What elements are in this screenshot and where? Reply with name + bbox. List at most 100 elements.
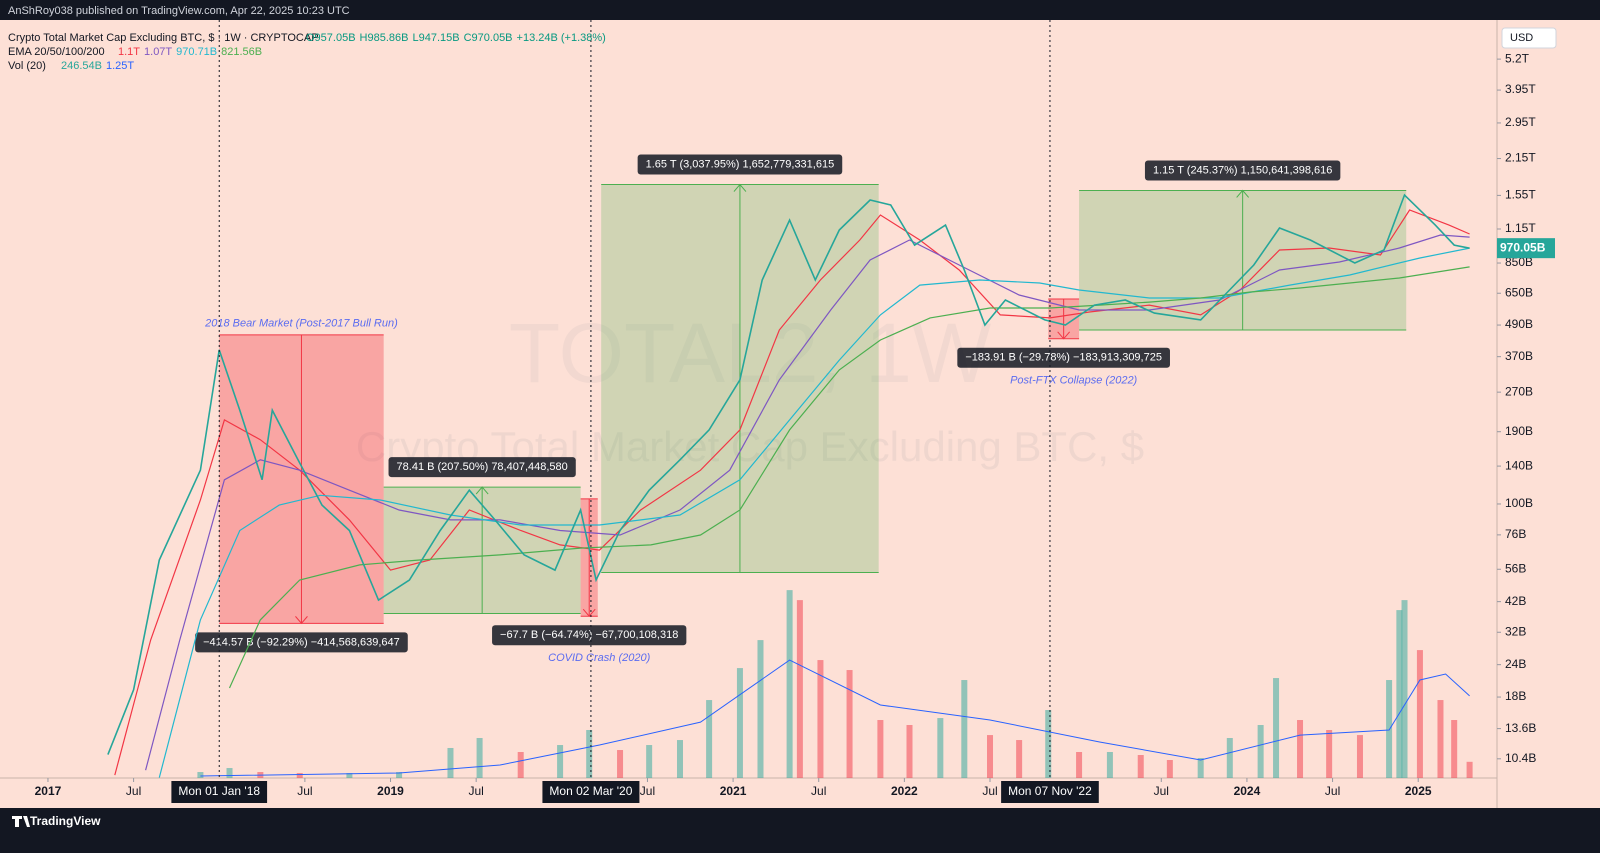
measure-label: 1.15 T (245.37%) 1,150,641,398,616 bbox=[1153, 164, 1332, 176]
volume-bar bbox=[706, 700, 713, 778]
volume-bar bbox=[1166, 760, 1173, 778]
vol-value: 1.25T bbox=[106, 60, 134, 72]
volume-bar bbox=[736, 668, 743, 778]
volume-bar bbox=[447, 747, 454, 778]
marker-label-bg bbox=[542, 781, 640, 803]
ohlc-value: C970.05B bbox=[464, 32, 513, 44]
x-tick-label: Jul bbox=[811, 784, 826, 798]
measure-label-bg bbox=[1144, 160, 1341, 181]
x-tick-label: Jul bbox=[1154, 784, 1169, 798]
x-tick-label: 2019 bbox=[377, 784, 404, 798]
brand: TradingView bbox=[30, 814, 101, 828]
volume-bar bbox=[786, 590, 793, 778]
volume-bar bbox=[517, 751, 524, 778]
measure-label: −183.91 B (−29.78%) −183,913,309,725 bbox=[965, 352, 1162, 364]
currency[interactable]: USD bbox=[1510, 32, 1533, 44]
ohlc-value: H985.86B bbox=[360, 32, 409, 44]
watermark: TOTAL2, 1W bbox=[509, 306, 991, 400]
volume-bar bbox=[296, 773, 303, 778]
ema-legend-title: EMA 20/50/100/200 bbox=[8, 46, 105, 58]
x-tick-label: Jul bbox=[297, 784, 312, 798]
volume-bar bbox=[676, 740, 683, 778]
measure-arrowhead bbox=[475, 486, 489, 495]
volume-bar bbox=[1257, 725, 1264, 778]
volume-bar bbox=[586, 729, 593, 778]
measure-label-bg bbox=[957, 347, 1170, 368]
volume-bar bbox=[1437, 700, 1444, 778]
y-tick-label: 140B bbox=[1505, 458, 1533, 472]
publisher: AnShRoy038 published on TradingView.com,… bbox=[8, 5, 350, 17]
volume-bar bbox=[877, 720, 884, 778]
marker-label: Mon 01 Jan '18 bbox=[178, 784, 260, 798]
volume-bar bbox=[1273, 678, 1280, 778]
measure-label-bg bbox=[388, 457, 576, 478]
x-tick-label: 2021 bbox=[720, 784, 747, 798]
volume-bar bbox=[817, 660, 824, 778]
ohlc-value: L947.15B bbox=[412, 32, 459, 44]
volume-bar bbox=[1297, 720, 1304, 778]
y-tick-label: 190B bbox=[1505, 424, 1533, 438]
ohlc-value: O957.05B bbox=[306, 32, 356, 44]
measure-arrowhead bbox=[582, 608, 596, 617]
marker-label: Mon 02 Mar '20 bbox=[549, 784, 632, 798]
volume-bar bbox=[796, 600, 803, 778]
y-tick-label: 1.55T bbox=[1505, 188, 1536, 202]
last-price-label: 970.05B bbox=[1500, 240, 1546, 254]
volume-bar bbox=[1386, 680, 1393, 778]
ema-value: 1.1T bbox=[118, 46, 140, 58]
x-tick-label: Jul bbox=[640, 784, 655, 798]
y-tick-label: 2.15T bbox=[1505, 151, 1536, 165]
measure-label: −67.7 B (−64.74%) −67,700,108,318 bbox=[500, 629, 678, 641]
price-line bbox=[107, 193, 1470, 755]
volume-bar bbox=[617, 750, 624, 778]
x-tick-label: Jul bbox=[982, 784, 997, 798]
measure-label-bg bbox=[492, 625, 687, 646]
volume-bar bbox=[557, 745, 564, 778]
vol-legend-title: Vol (20) bbox=[8, 60, 46, 72]
measure-note: 2018 Bear Market (Post-2017 Bull Run) bbox=[204, 318, 398, 330]
change: +13.24B (+1.38%) bbox=[517, 32, 606, 44]
y-tick-label: 24B bbox=[1505, 657, 1526, 671]
measure-note: Post-FTX Collapse (2022) bbox=[1010, 375, 1137, 387]
y-tick-label: 100B bbox=[1505, 496, 1533, 510]
volume-bar bbox=[197, 772, 204, 778]
volume-bar bbox=[1401, 600, 1408, 778]
y-tick-label: 10.4B bbox=[1505, 751, 1536, 765]
volume-bar bbox=[1466, 761, 1473, 778]
x-tick-label: 2022 bbox=[891, 784, 918, 798]
volume-bar bbox=[1226, 738, 1233, 778]
y-tick-label: 370B bbox=[1505, 349, 1533, 363]
y-tick-label: 270B bbox=[1505, 384, 1533, 398]
currency-box[interactable] bbox=[1501, 27, 1557, 49]
measure-label: 78.41 B (207.50%) 78,407,448,580 bbox=[397, 461, 568, 473]
y-tick-label: 3.95T bbox=[1505, 82, 1536, 96]
marker-label: Mon 07 Nov '22 bbox=[1008, 784, 1092, 798]
measure-label-bg bbox=[637, 154, 843, 175]
vol-legend: 246.54B 1.25T bbox=[61, 60, 134, 72]
measure-arrowhead bbox=[295, 616, 308, 625]
x-tick-label: 2025 bbox=[1405, 784, 1432, 798]
vol-value: 246.54B bbox=[61, 60, 102, 72]
volume-bar bbox=[346, 773, 353, 778]
measure-arrowhead bbox=[733, 183, 747, 192]
y-tick-label: 32B bbox=[1505, 624, 1526, 638]
volume-bar bbox=[1356, 735, 1363, 778]
volume-bar bbox=[846, 670, 853, 778]
measure-note: COVID Crash (2020) bbox=[548, 652, 650, 664]
ema-legend: 1.1T 1.07T 970.71B 821.56B bbox=[118, 46, 262, 58]
ema-line bbox=[228, 266, 1470, 689]
ema-line bbox=[158, 247, 1470, 778]
volume-bar bbox=[757, 640, 764, 778]
x-tick-label: Jul bbox=[468, 784, 483, 798]
volume-ma-line bbox=[200, 659, 1470, 777]
y-tick-label: 76B bbox=[1505, 527, 1526, 541]
volume-bar bbox=[1416, 650, 1423, 778]
volume-bar bbox=[1326, 729, 1333, 778]
y-tick-label: 2.95T bbox=[1505, 115, 1536, 129]
volume-bar bbox=[396, 772, 403, 778]
ema-line bbox=[145, 234, 1470, 771]
footer-bar bbox=[0, 808, 1600, 853]
measure-arrowhead bbox=[1236, 189, 1250, 198]
